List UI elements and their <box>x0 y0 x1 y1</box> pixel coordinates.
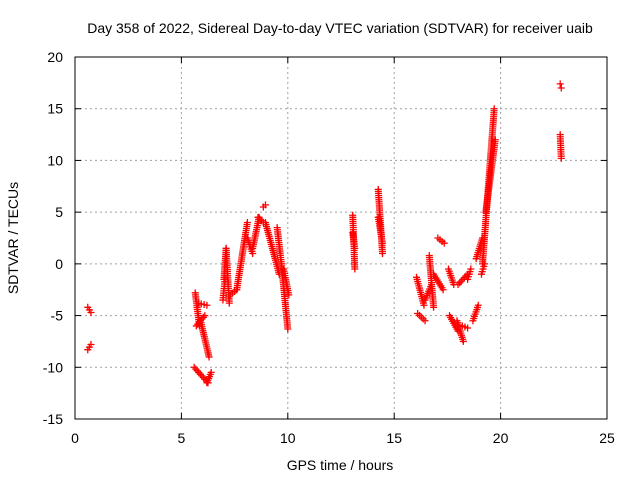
data-point <box>467 265 475 273</box>
data-point <box>491 136 499 144</box>
data-point <box>207 368 215 376</box>
data-point <box>205 353 213 361</box>
data-point <box>285 291 293 299</box>
data-point <box>456 279 464 287</box>
x-tick-label: 5 <box>178 430 186 446</box>
y-tick-label: 15 <box>47 101 63 117</box>
axis-ticks: 0 5 10 15 20 25 -15 -10 -5 0 5 10 15 20 <box>43 49 615 446</box>
data-point <box>378 239 386 247</box>
y-tick-label: 0 <box>55 256 63 272</box>
y-tick-label: 5 <box>55 204 63 220</box>
data-point <box>457 277 465 285</box>
data-point <box>201 312 209 320</box>
x-tick-label: 0 <box>71 430 79 446</box>
data-point <box>378 250 386 258</box>
data-point <box>87 341 95 349</box>
data-point <box>439 286 447 294</box>
x-tick-label: 15 <box>386 430 402 446</box>
data-point <box>464 324 472 332</box>
data-point <box>284 325 292 333</box>
data-point <box>351 265 359 273</box>
x-tick-label: 25 <box>599 430 615 446</box>
data-point <box>460 274 468 282</box>
data-point <box>420 301 428 309</box>
chart-title: Day 358 of 2022, Sidereal Day-to-day VTE… <box>87 20 593 36</box>
y-tick-label: -15 <box>43 411 63 427</box>
data-point <box>351 244 359 252</box>
data-point <box>557 84 565 92</box>
x-tick-label: 10 <box>280 430 296 446</box>
y-tick-label: -5 <box>51 308 64 324</box>
data-point <box>490 105 498 113</box>
grid-lines <box>75 57 607 419</box>
data-point <box>87 308 95 316</box>
data-point <box>203 301 211 309</box>
data-point <box>557 154 565 162</box>
y-axis-label: SDTVAR / TECUs <box>5 182 21 294</box>
data-point <box>261 201 269 209</box>
x-axis-label: GPS time / hours <box>287 457 394 473</box>
data-point <box>474 301 482 309</box>
data-point <box>430 303 438 311</box>
data-point <box>225 299 233 307</box>
y-tick-label: 10 <box>47 152 63 168</box>
plot-frame <box>74 56 608 420</box>
data-point <box>556 80 564 88</box>
data-point <box>243 218 251 226</box>
data-point <box>459 337 467 345</box>
y-tick-label: -10 <box>43 359 63 375</box>
y-tick-label: 20 <box>47 49 63 65</box>
data-point <box>421 317 429 325</box>
data-point <box>440 239 448 247</box>
data-points <box>84 80 565 387</box>
x-tick-label: 20 <box>493 430 509 446</box>
